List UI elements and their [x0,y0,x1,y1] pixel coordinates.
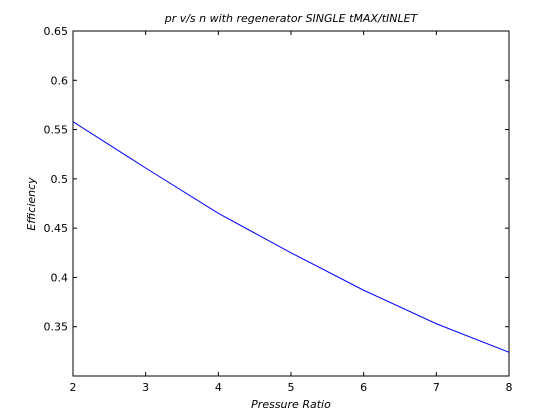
x-tick-label: 7 [433,381,440,394]
y-tick-label: 0.4 [51,271,69,284]
y-axis-label: Efficiency [25,177,38,231]
x-axis-label: Pressure Ratio [251,398,331,411]
x-tick-label: 3 [142,381,149,394]
x-tick-label: 5 [288,381,295,394]
chart-title: pr v/s n with regenerator SINGLE tMAX/tI… [164,12,419,25]
y-tick-label: 0.5 [51,173,69,186]
x-tick-label: 6 [360,381,367,394]
x-tick-label: 8 [506,381,513,394]
y-tick-label: 0.35 [44,321,69,334]
plot-area [72,30,510,377]
x-tick-label: 2 [70,381,77,394]
y-tick-label: 0.65 [44,25,69,38]
y-tick-label: 0.6 [51,74,69,87]
series-line [72,121,510,353]
x-tick-label: 4 [215,381,222,394]
y-tick-label: 0.55 [44,124,69,137]
series-group [72,121,510,353]
y-tick-label: 0.45 [44,222,69,235]
ticks: 2 3 4 5 6 7 8 0.35 0.4 0.45 0.5 0.55 0.6 0.65 [44,25,513,394]
